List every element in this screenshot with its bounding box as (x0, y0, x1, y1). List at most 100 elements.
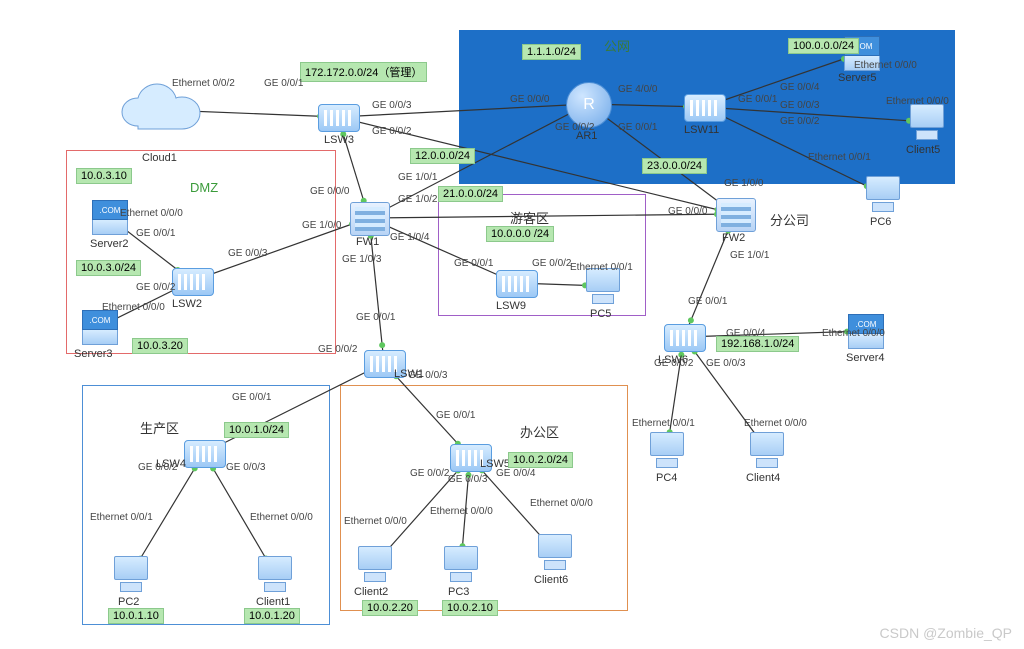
port-label-46: Ethernet 0/0/0 (530, 498, 593, 509)
net-label-5: 23.0.0.0/24 (642, 158, 707, 174)
port-label-7: GE 0/0/2 (555, 122, 594, 133)
device-LSW2[interactable] (172, 268, 212, 294)
port-label-29: GE 0/0/1 (454, 258, 493, 269)
port-label-31: Ethernet 0/0/1 (570, 262, 633, 273)
port-label-24: Ethernet 0/0/0 (120, 208, 183, 219)
device-AR1[interactable]: R (566, 82, 610, 126)
port-label-22: GE 0/0/0 (668, 206, 707, 217)
device-label-Client2: Client2 (354, 586, 388, 598)
device-PC3[interactable] (442, 546, 480, 582)
port-label-37: GE 0/0/2 (138, 462, 177, 473)
port-label-6: GE 0/0/1 (618, 122, 657, 133)
device-label-Server4: Server4 (846, 352, 885, 364)
device-Cloud1[interactable] (118, 82, 208, 138)
device-LSW3[interactable] (318, 104, 358, 130)
port-label-48: GE 0/0/4 (726, 328, 765, 339)
port-label-17: GE 1/0/2 (398, 194, 437, 205)
port-label-2: GE 0/0/3 (372, 100, 411, 111)
watermark: CSDN @Zombie_QP (880, 625, 1012, 641)
device-label-LSW2: LSW2 (172, 298, 202, 310)
wan-label: 公网 (604, 36, 630, 55)
device-label-LSW11: LSW11 (684, 124, 719, 136)
device-label-Server3: Server3 (74, 348, 113, 360)
net-label-4: 21.0.0.0/24 (438, 186, 503, 202)
zone-label-生产区: 生产区 (140, 418, 179, 437)
port-label-19: GE 1/0/4 (390, 232, 429, 243)
port-label-50: GE 0/0/2 (654, 358, 693, 369)
device-label-PC2: PC2 (118, 596, 139, 608)
device-Client1[interactable] (256, 556, 294, 592)
port-label-18: GE 1/0/0 (302, 220, 341, 231)
device-Client4[interactable] (748, 432, 786, 468)
device-label-PC4: PC4 (656, 472, 677, 484)
port-label-35: GE 0/0/1 (232, 392, 271, 403)
net-label-8: 10.0.3.20 (132, 338, 188, 354)
port-label-40: GE 0/0/3 (448, 474, 487, 485)
device-label-Client5: Client5 (906, 144, 940, 156)
port-label-52: Ethernet 0/0/1 (632, 418, 695, 429)
device-LSW11[interactable] (684, 94, 724, 120)
device-PC5[interactable] (584, 268, 622, 304)
port-label-36: GE 0/0/1 (436, 410, 475, 421)
port-label-10: GE 0/0/3 (780, 100, 819, 111)
port-label-1: GE 0/0/1 (264, 78, 303, 89)
net-label-11: 10.0.1.10 (108, 608, 164, 624)
device-Client2[interactable] (356, 546, 394, 582)
zone-label-游客区: 游客区 (510, 208, 549, 227)
port-label-4: GE 0/0/0 (510, 94, 549, 105)
zone-label-分公司: 分公司 (770, 210, 809, 229)
device-label-LSW9: LSW9 (496, 300, 526, 312)
port-label-42: Ethernet 0/0/1 (90, 512, 153, 523)
device-Client6[interactable] (536, 534, 574, 570)
port-label-53: Ethernet 0/0/0 (744, 418, 807, 429)
zone-label-办公区: 办公区 (520, 422, 559, 441)
port-label-44: Ethernet 0/0/0 (344, 516, 407, 527)
port-label-12: Ethernet 0/0/0 (854, 60, 917, 71)
device-LSW4[interactable] (184, 440, 224, 466)
net-label-13: 10.0.2.0/24 (508, 452, 573, 468)
port-label-20: GE 1/0/3 (342, 254, 381, 265)
zone-label-DMZ: DMZ (190, 180, 218, 195)
port-label-45: Ethernet 0/0/0 (430, 506, 493, 517)
port-label-26: GE 0/0/3 (228, 248, 267, 259)
net-label-3: 12.0.0.0/24 (410, 148, 475, 164)
port-label-33: GE 0/0/2 (318, 344, 357, 355)
device-LSW9[interactable] (496, 270, 536, 296)
net-label-1: 100.0.0.0/24 (788, 38, 859, 54)
net-label-12: 10.0.1.20 (244, 608, 300, 624)
device-label-Cloud1: Cloud1 (142, 152, 177, 164)
port-label-34: GE 0/0/3 (408, 370, 447, 381)
port-label-0: Ethernet 0/0/2 (172, 78, 235, 89)
net-label-6: 10.0.3.10 (76, 168, 132, 184)
device-LSW6[interactable] (664, 324, 704, 350)
device-FW1[interactable] (350, 202, 388, 234)
port-label-27: GE 0/0/2 (136, 282, 175, 293)
device-PC2[interactable] (112, 556, 150, 592)
port-label-5: GE 4/0/0 (618, 84, 657, 95)
port-label-43: Ethernet 0/0/0 (250, 512, 313, 523)
device-FW2[interactable] (716, 198, 754, 230)
port-label-25: GE 0/0/1 (136, 228, 175, 239)
port-label-11: GE 0/0/2 (780, 116, 819, 127)
device-label-PC5: PC5 (590, 308, 611, 320)
net-label-7: 10.0.3.0/24 (76, 260, 141, 276)
device-PC6[interactable] (864, 176, 902, 212)
device-label-LSW3: LSW3 (324, 134, 354, 146)
port-label-32: GE 0/0/1 (356, 312, 395, 323)
port-label-13: Ethernet 0/0/0 (886, 96, 949, 107)
device-label-PC6: PC6 (870, 216, 891, 228)
net-label-10: 10.0.1.0/24 (224, 422, 289, 438)
port-label-49: GE 0/0/3 (706, 358, 745, 369)
port-label-51: Ethernet 0/0/0 (822, 328, 885, 339)
net-label-15: 10.0.2.10 (442, 600, 498, 616)
device-Client5[interactable] (908, 104, 946, 140)
device-PC4[interactable] (648, 432, 686, 468)
device-label-PC3: PC3 (448, 586, 469, 598)
port-label-41: GE 0/0/4 (496, 468, 535, 479)
port-label-47: GE 0/0/1 (688, 296, 727, 307)
device-label-Server5: Server5 (838, 72, 877, 84)
port-label-3: GE 0/0/2 (372, 126, 411, 137)
device-Server3[interactable]: .COM (82, 310, 116, 344)
device-label-FW2: FW2 (722, 232, 745, 244)
device-label-Server2: Server2 (90, 238, 129, 250)
